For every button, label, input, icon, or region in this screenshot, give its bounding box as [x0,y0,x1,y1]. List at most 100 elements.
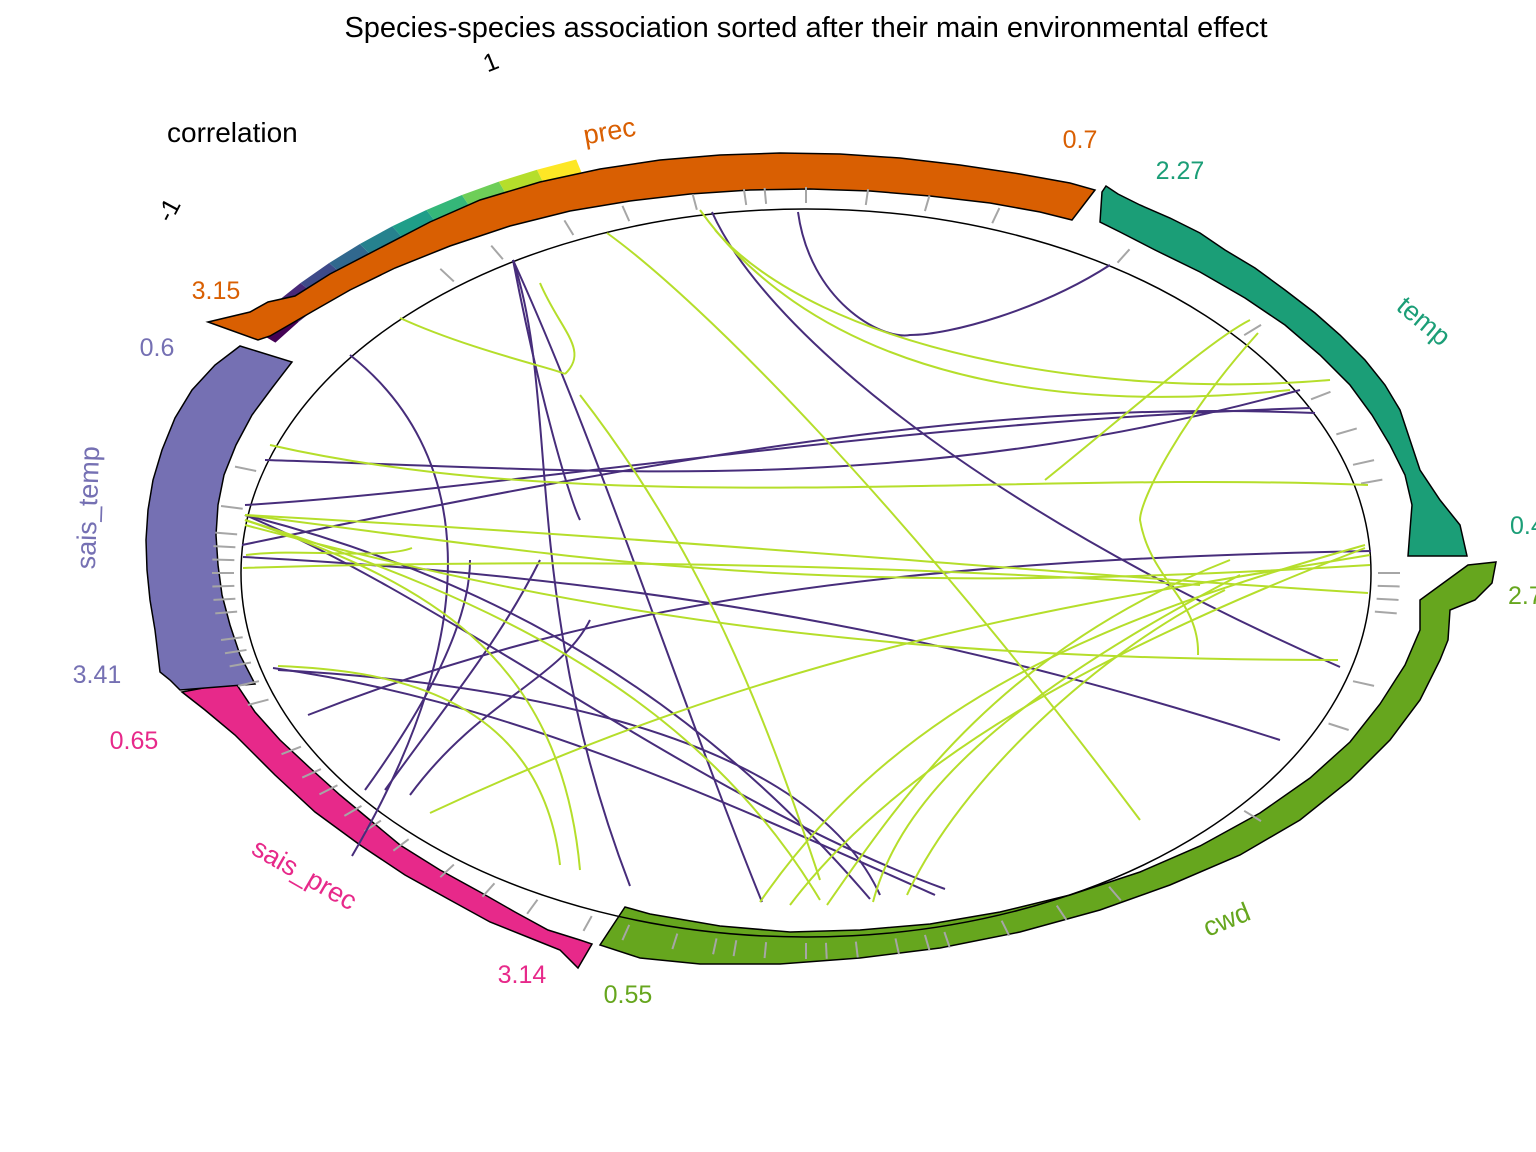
legend-min-label: -1 [151,194,186,227]
association-link [789,547,1366,906]
species-tick [318,784,338,796]
association-link [759,544,1366,903]
species-tick [923,195,931,212]
association-link [906,589,1226,896]
species-tick [1352,680,1375,687]
species-tick [742,188,748,206]
association-link [244,514,1371,580]
species-tick [343,804,362,817]
species-tick [224,648,247,655]
association-link [364,559,471,791]
label-sais-prec: sais_prec [247,832,362,916]
sais-temp-min-label: 0.6 [140,334,175,362]
species-tick [234,465,257,472]
association-link [277,665,561,866]
association-link [512,259,581,521]
segment-cwd [598,561,1497,965]
species-tick [1000,920,1011,937]
label-cwd: cwd [1199,897,1255,943]
association-link [409,619,591,796]
species-tick [763,187,768,204]
sais-temp-max-label: 3.41 [73,661,122,689]
species-tick [732,940,738,957]
association-link [349,354,449,857]
chart-title: Species-species association sorted after… [344,12,1267,44]
cwd-min-label: 0.55 [604,981,653,1009]
species-tick [220,636,243,642]
label-sais-temp: sais_temp [71,446,105,570]
segment-sais-temp [145,345,294,691]
temp-max-label: 2.27 [1156,157,1205,185]
association-link [244,519,581,871]
species-tick [392,838,410,852]
species-tick [212,558,235,562]
association-link [714,229,1331,386]
species-tick [237,680,260,687]
segment-temp [1099,184,1468,557]
association-link [244,519,821,901]
species-tick [854,941,859,958]
association-link [307,550,1372,716]
legend-title: correlation [167,117,298,148]
species-tick [281,745,302,756]
species-tick [943,931,951,948]
inner-circle [240,208,1372,938]
species-tick [220,504,243,510]
association-link [539,282,576,375]
association-link [244,514,871,900]
species-tick [1243,809,1262,822]
association-link [242,556,1281,741]
association-link [244,524,1339,661]
species-tick [1360,478,1383,485]
species-tick [1243,324,1262,337]
species-tick [712,938,718,955]
species-tick [691,193,698,211]
association-link [512,259,631,887]
species-tick [490,245,504,260]
species-tick [213,545,236,549]
species-tick [1336,427,1358,436]
sais-prec-min-label: 0.65 [110,727,159,755]
association-link [1044,319,1251,481]
association-link [429,554,1371,814]
association-link [269,444,1369,489]
species-tick [526,899,539,915]
species-tick [621,924,631,941]
association-link [797,211,1111,337]
association-link [512,259,763,903]
species-tick [582,915,593,932]
species-tick [1108,886,1122,901]
association-link [277,669,881,896]
species-tick [1377,584,1400,588]
species-tick [247,698,269,706]
association-link [244,514,1369,594]
species-tick [439,268,455,283]
legend-max-label: 1 [479,47,502,78]
association-link [399,317,566,375]
association-link [264,389,1301,473]
species-tick [824,942,828,959]
species-tick [215,531,238,536]
segment-sais-prec [180,681,594,970]
species-tick [923,934,931,951]
cwd-max-label: 2.7 [1508,582,1536,610]
segment-prec [205,152,1097,341]
species-tick [671,933,679,950]
association-link [1138,332,1259,656]
label-prec: prec [581,112,638,151]
prec-max-label: 3.15 [192,277,241,305]
association-link [872,574,1241,903]
species-tick [229,661,252,668]
species-tick [621,205,631,222]
association-links [241,209,1372,906]
temp-min-label: 0.4 [1510,512,1536,540]
species-tick [1328,722,1349,731]
species-ticks [212,187,1400,959]
species-tick [1374,610,1397,615]
species-tick [215,610,238,615]
association-link [244,514,946,890]
species-tick [991,207,1001,224]
association-link [241,410,1316,546]
group-labels: prec temp cwd sais_prec sais_temp [71,112,1457,943]
